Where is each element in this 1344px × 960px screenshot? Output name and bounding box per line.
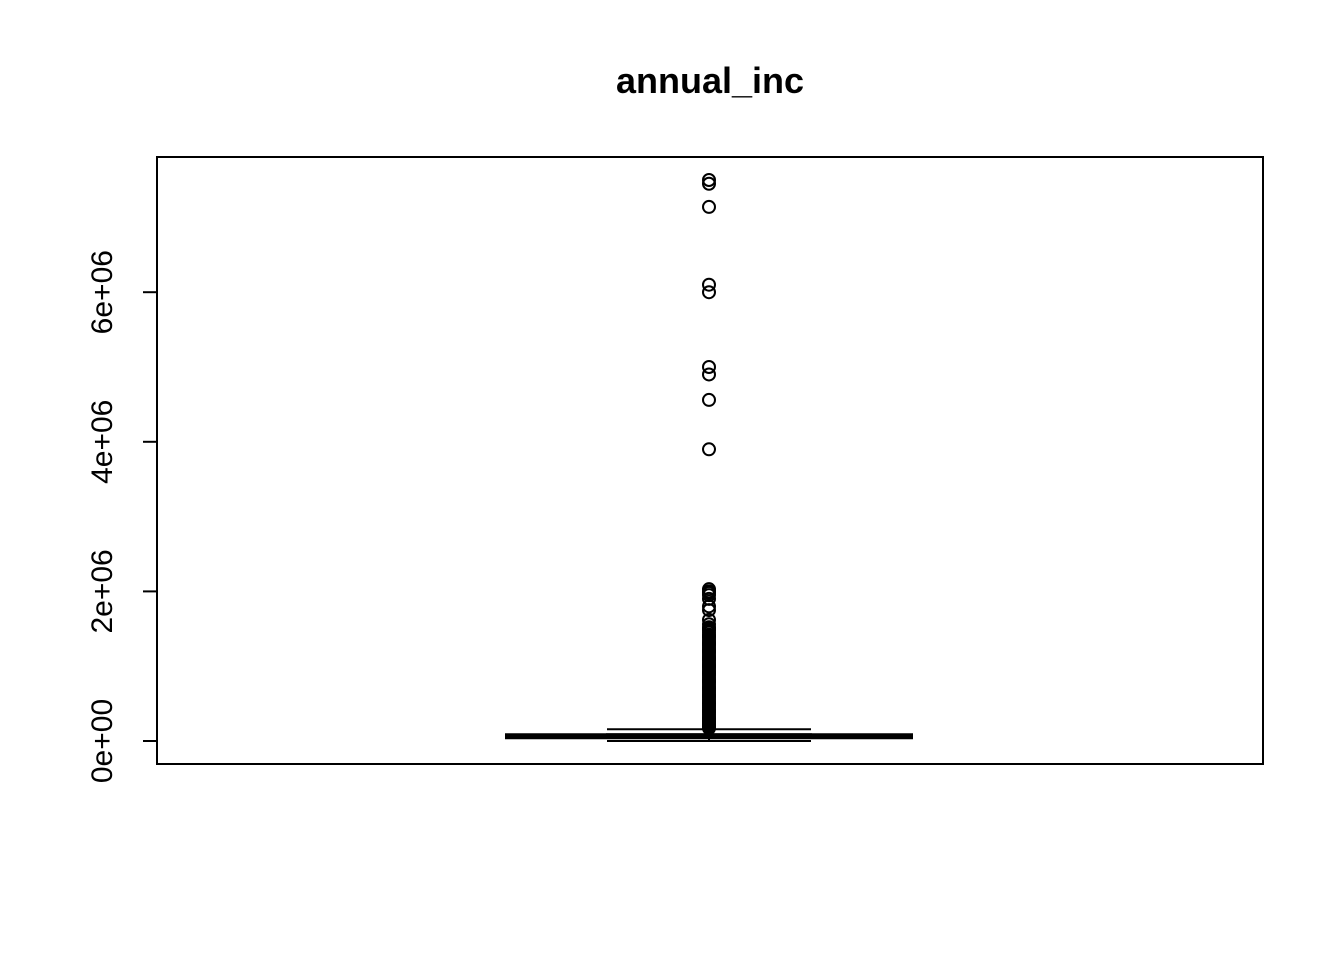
outlier-point xyxy=(702,392,716,407)
y-tick-label: 0e+00 xyxy=(86,699,119,783)
outlier-point xyxy=(702,367,716,382)
outlier-point xyxy=(702,173,716,187)
chart-title: annual_inc xyxy=(616,60,804,101)
outlier-point xyxy=(702,442,716,457)
outlier-point xyxy=(702,176,716,191)
outlier-point xyxy=(702,199,716,214)
y-tick-label: 6e+06 xyxy=(86,250,119,334)
plot-area xyxy=(505,173,913,742)
y-tick-label: 4e+06 xyxy=(86,400,119,484)
outlier-point xyxy=(702,360,716,374)
y-tick-label: 2e+06 xyxy=(86,549,119,633)
y-axis: 0e+00 2e+06 4e+06 6e+06 xyxy=(86,250,158,783)
outlier-point xyxy=(702,603,716,618)
outlier-point xyxy=(702,285,716,300)
outlier-point xyxy=(702,277,716,292)
outlier-point xyxy=(702,599,716,614)
